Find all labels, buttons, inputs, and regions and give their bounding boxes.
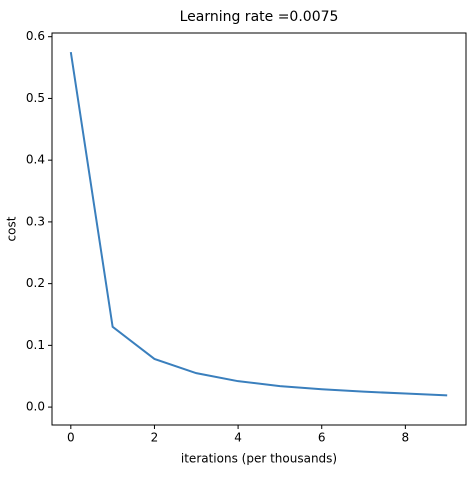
x-tick-label: 6 (318, 431, 326, 445)
y-tick-label: 0.1 (26, 338, 45, 352)
y-tick-label: 0.2 (26, 276, 45, 290)
x-tick-label: 8 (402, 431, 410, 445)
y-tick-label: 0.6 (26, 29, 45, 43)
plot-frame (51, 32, 467, 426)
y-tick-label: 0.0 (26, 400, 45, 414)
y-tick-label: 0.4 (26, 153, 45, 167)
chart-title: Learning rate =0.0075 (180, 9, 339, 25)
y-tick-label: 0.5 (26, 91, 45, 105)
x-tick-label: 2 (151, 431, 159, 445)
x-tick-label: 4 (234, 431, 242, 445)
line-series (69, 51, 448, 397)
x-tick-label: 0 (67, 431, 75, 445)
y-tick-label: 0.3 (26, 214, 45, 228)
y-axis-label: cost (5, 216, 19, 241)
x-axis-label: iterations (per thousands) (181, 452, 337, 466)
